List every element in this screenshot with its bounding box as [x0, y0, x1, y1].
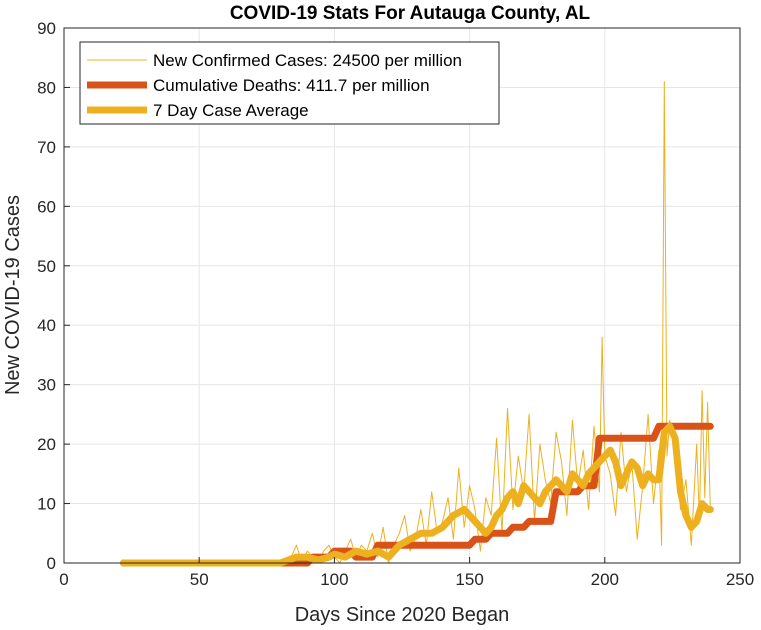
- chart-title: COVID-19 Stats For Autauga County, AL: [230, 3, 591, 24]
- legend: New Confirmed Cases: 24500 per million C…: [79, 41, 500, 125]
- y-tick-label: 90: [37, 19, 56, 38]
- series-layer: [120, 81, 714, 567]
- x-tick-label: 100: [320, 570, 348, 589]
- legend-box: [79, 41, 500, 125]
- y-tick-label: 0: [47, 554, 56, 573]
- y-tick-label: 70: [37, 138, 56, 157]
- x-tick-label: 250: [726, 570, 754, 589]
- y-axis-label: New COVID-19 Cases: [2, 195, 24, 395]
- y-tick-label: 30: [37, 376, 56, 395]
- y-tick-label: 10: [37, 495, 56, 514]
- y-tick-label: 80: [37, 78, 56, 97]
- y-tick-label: 60: [37, 197, 56, 216]
- legend-label-deaths: Cumulative Deaths: 411.7 per million: [153, 76, 430, 95]
- ticks: 0 50 100 150 200 250 0 10 20 30 40 50 60 70 80 90: [37, 19, 754, 589]
- x-tick-label: 200: [591, 570, 619, 589]
- x-tick-label: 150: [455, 570, 483, 589]
- x-tick-label: 50: [190, 570, 209, 589]
- x-axis-label: Days Since 2020 Began: [295, 604, 510, 626]
- y-tick-label: 50: [37, 257, 56, 276]
- y-tick-label: 20: [37, 435, 56, 454]
- legend-label-7day-average: 7 Day Case Average: [153, 101, 309, 120]
- x-tick-label: 0: [59, 570, 68, 589]
- plot-border: [63, 27, 741, 564]
- series-7day-case-average: [120, 422, 714, 567]
- series-cumulative-deaths: [120, 422, 714, 567]
- legend-label-new-cases: New Confirmed Cases: 24500 per million: [153, 51, 462, 70]
- y-tick-label: 40: [37, 316, 56, 335]
